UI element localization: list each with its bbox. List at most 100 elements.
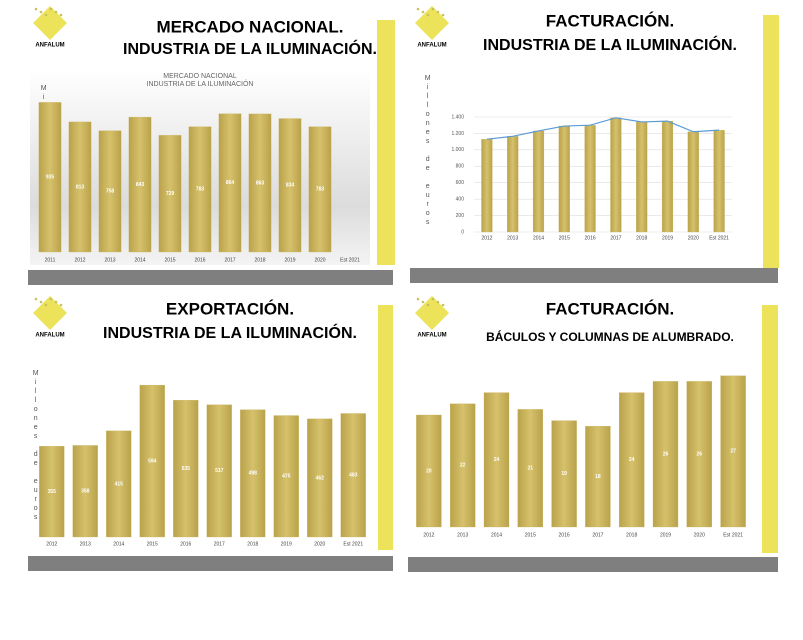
logo-text: ANFALUM <box>417 43 446 49</box>
x-tick-label: 2020 <box>314 257 325 263</box>
inner-title: INDUSTRIA DE LA ILUMINACIÓN <box>147 79 254 88</box>
y-tick-label: 0 <box>461 229 464 235</box>
logo-square <box>415 296 449 330</box>
logo-dot <box>44 13 48 17</box>
x-tick-label: 2013 <box>80 541 91 547</box>
bar <box>687 131 699 233</box>
y-axis-label: Millones de euros <box>424 75 431 228</box>
x-tick-label: 2014 <box>134 257 145 263</box>
bar <box>38 102 62 253</box>
data-label: 483 <box>349 473 358 479</box>
x-tick-label: 2014 <box>113 541 124 547</box>
x-tick-label: 2015 <box>525 532 536 538</box>
chart-subtitle: INDUSTRIA DE LA ILUMINACIÓN. <box>123 39 377 58</box>
side-stripe <box>763 15 779 268</box>
logo-dot <box>54 10 58 14</box>
bar <box>636 121 648 233</box>
bar <box>308 126 332 253</box>
bar <box>39 446 65 538</box>
data-label: 535 <box>182 466 191 472</box>
y-tick-label: 800 <box>456 164 465 170</box>
x-tick-label: 2019 <box>284 257 295 263</box>
bar <box>584 125 596 233</box>
logo-text: ANFALUM <box>35 333 64 339</box>
logo-dot <box>34 7 38 11</box>
bar <box>206 404 232 538</box>
bar <box>610 117 622 233</box>
data-label: 864 <box>226 180 235 186</box>
x-tick-label: 2016 <box>559 532 570 538</box>
bar <box>713 129 725 233</box>
data-label: 24 <box>494 457 500 463</box>
logo-dot <box>421 10 425 14</box>
y-tick-label: 600 <box>456 180 465 186</box>
x-tick-label: 2018 <box>254 257 265 263</box>
x-tick-label: 2013 <box>507 235 518 241</box>
data-label: 20 <box>426 468 432 474</box>
trend-line <box>486 117 720 140</box>
bar <box>585 426 611 528</box>
data-label: 517 <box>215 468 224 474</box>
bar <box>158 135 182 253</box>
bar <box>278 118 302 253</box>
x-tick-label: 2018 <box>247 541 258 547</box>
footer-bar <box>28 556 393 571</box>
x-tick-label: 2011 <box>45 257 56 263</box>
bar <box>72 445 98 538</box>
logo-dot <box>436 300 440 304</box>
x-tick-label: Est 2021 <box>709 235 729 241</box>
x-tick-label: 2015 <box>147 541 158 547</box>
x-tick-label: 2013 <box>457 532 468 538</box>
bar <box>173 400 199 538</box>
bar <box>720 375 746 528</box>
logo-dot <box>34 297 38 301</box>
side-stripe <box>377 20 395 265</box>
logo-dot <box>49 297 53 301</box>
data-label: 21 <box>528 466 534 472</box>
y-tick-label: 1.000 <box>451 147 464 153</box>
bar <box>481 139 493 233</box>
x-tick-label: 2015 <box>164 257 175 263</box>
logo-dot <box>44 303 48 307</box>
bar <box>128 116 152 253</box>
bar <box>507 136 519 233</box>
data-label: 498 <box>249 471 258 477</box>
bar <box>558 125 570 233</box>
bar <box>273 415 299 538</box>
y-tick-label: 1.200 <box>451 131 464 137</box>
x-tick-label: 2018 <box>636 235 647 241</box>
logo-dot <box>39 300 43 304</box>
bar <box>68 121 92 253</box>
x-tick-label: 2017 <box>224 257 235 263</box>
inner-title: MERCADO NACIONAL <box>163 73 237 80</box>
bar <box>517 409 543 528</box>
logo-dot <box>59 13 63 17</box>
bar <box>218 113 242 253</box>
bar <box>307 418 333 538</box>
logo-dot <box>416 297 420 301</box>
x-tick-label: Est 2021 <box>343 541 363 547</box>
data-label: 19 <box>561 471 567 477</box>
side-stripe <box>762 305 778 553</box>
chart-subtitle: INDUSTRIA DE LA ILUMINACIÓN. <box>103 323 357 342</box>
bar <box>450 403 476 528</box>
chart-subtitle: BÁCULOS Y COLUMNAS DE ALUMBRADO. <box>486 329 734 344</box>
logo-dot <box>421 300 425 304</box>
x-tick-label: 2012 <box>74 257 85 263</box>
x-tick-label: 2019 <box>662 235 673 241</box>
bar <box>652 381 679 528</box>
logo-dot <box>416 7 420 11</box>
x-tick-label: 2014 <box>533 235 544 241</box>
data-label: 475 <box>282 474 291 480</box>
logo-square <box>415 6 449 40</box>
footer-bar <box>408 557 778 572</box>
x-tick-label: 2019 <box>660 532 671 538</box>
chart-title: EXPORTACIÓN. <box>166 299 294 318</box>
y-axis-label: Millones de euros <box>32 370 39 523</box>
footer-bar <box>410 268 778 283</box>
data-label: 863 <box>256 180 265 186</box>
logo-dot <box>436 10 440 14</box>
bar <box>619 392 645 528</box>
data-label: 783 <box>316 187 325 193</box>
